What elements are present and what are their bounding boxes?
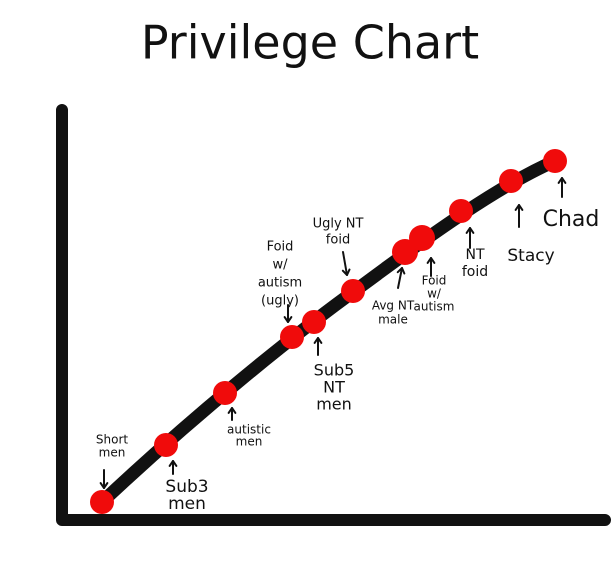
point-label: Sub3	[165, 477, 208, 497]
point-dot	[499, 169, 523, 193]
point-label: men	[236, 435, 263, 449]
point-label: autistic	[227, 423, 271, 437]
point-dot	[213, 381, 237, 405]
point-dot	[543, 149, 567, 173]
point-label: men	[99, 446, 126, 460]
point-label: Chad	[543, 207, 600, 232]
arrow-head	[283, 316, 293, 323]
point-label: w/	[272, 258, 288, 273]
arrow-head	[313, 337, 323, 344]
point-label: male	[378, 313, 408, 327]
point-label: men	[168, 494, 206, 514]
point-label: Foid	[422, 274, 447, 288]
arrow-head	[99, 482, 109, 489]
chart-title: Privilege Chart	[141, 16, 479, 70]
arrow-head	[557, 177, 567, 184]
point-dot	[154, 433, 178, 457]
point-dot	[302, 310, 326, 334]
point-label: NT	[465, 247, 484, 263]
arrow-head	[227, 407, 237, 414]
point-label: foid	[326, 233, 350, 248]
point-dot	[90, 490, 114, 514]
point-label: men	[316, 395, 352, 414]
point-label: autism	[258, 276, 302, 291]
point-dot	[280, 325, 304, 349]
axes	[56, 104, 611, 526]
point-label: Sub5	[314, 361, 355, 380]
arrow-head	[465, 227, 475, 234]
point-label: Short	[96, 433, 128, 447]
point-label: NT	[323, 378, 345, 397]
arrow-head	[426, 257, 436, 264]
point-label: Foid	[267, 240, 294, 255]
arrow-shaft	[397, 267, 403, 289]
point-label: Ugly NT	[313, 217, 364, 232]
point-label: (ugly)	[261, 294, 299, 309]
point-label: w/	[427, 287, 442, 301]
arrow-head	[341, 268, 351, 276]
point-dot	[341, 279, 365, 303]
point-label: Stacy	[507, 246, 554, 266]
point-dot	[409, 225, 435, 251]
point-label: Avg NT	[372, 299, 415, 313]
arrow-shaft	[342, 251, 348, 276]
arrow-head	[514, 204, 524, 211]
arrow-head	[396, 267, 406, 275]
point-label: autism	[414, 300, 455, 314]
point-label: foid	[462, 264, 488, 280]
arrow-head	[168, 460, 178, 467]
point-dot	[449, 199, 473, 223]
